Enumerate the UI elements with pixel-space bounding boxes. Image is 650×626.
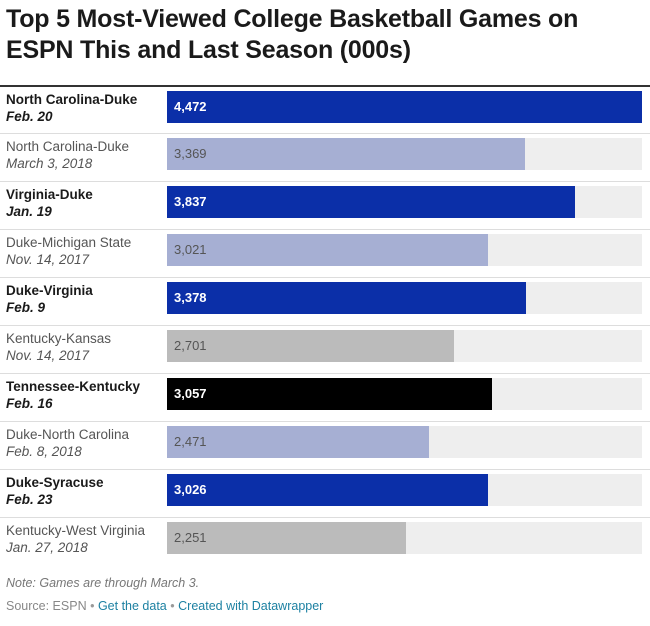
row-label: Duke-Syracuse Feb. 23 [6,474,166,508]
bar-track: 3,369 [167,138,642,170]
bar: 3,369 [167,138,525,170]
row-label: Virginia-Duke Jan. 19 [6,186,166,220]
bar-row: Kentucky-Kansas Nov. 14, 2017 2,701 [0,325,650,373]
bar-track: 3,837 [167,186,642,218]
game-name: Duke-Michigan State [6,235,132,250]
bar-rows: North Carolina-Duke Feb. 20 4,472 North Car… [0,85,650,565]
game-date: Jan. 27, 2018 [6,540,88,555]
bar: 2,701 [167,330,454,362]
bar-row: Duke-Michigan State Nov. 14, 2017 3,021 [0,229,650,277]
row-label: North Carolina-Duke Feb. 20 [6,91,166,125]
bar-track: 4,472 [167,91,642,123]
bar-track: 3,057 [167,378,642,410]
bar-row: Duke-Virginia Feb. 9 3,378 [0,277,650,325]
bar-track: 2,471 [167,426,642,458]
source-line: Source: ESPN • Get the data • Created wi… [6,599,323,613]
bar-track: 3,021 [167,234,642,266]
game-date: Jan. 19 [6,204,52,219]
bar-track: 2,701 [167,330,642,362]
game-name: North Carolina-Duke [6,92,138,107]
bar-row: Duke-North Carolina Feb. 8, 2018 2,471 [0,421,650,469]
bar-value-label: 2,471 [174,434,207,449]
row-label: Tennessee-Kentucky Feb. 16 [6,378,166,412]
game-date: March 3, 2018 [6,156,93,171]
game-date: Feb. 9 [6,300,46,315]
game-name: Duke-Virginia [6,283,93,298]
row-label: Kentucky-Kansas Nov. 14, 2017 [6,330,166,364]
bar-value-label: 3,378 [174,290,207,305]
bar-track: 3,026 [167,474,642,506]
game-date: Feb. 20 [6,109,53,124]
bar-value-label: 2,251 [174,530,207,545]
bar-value-label: 3,021 [174,242,207,257]
bar-row: Virginia-Duke Jan. 19 3,837 [0,181,650,229]
game-date: Nov. 14, 2017 [6,252,90,267]
bar: 4,472 [167,91,642,123]
bar: 3,378 [167,282,526,314]
bar: 2,471 [167,426,429,458]
bar-track: 2,251 [167,522,642,554]
bar-value-label: 3,837 [174,194,207,209]
datawrapper-link[interactable]: Created with Datawrapper [178,599,324,613]
bar: 3,026 [167,474,488,506]
bar: 3,021 [167,234,488,266]
game-name: Virginia-Duke [6,187,93,202]
game-date: Nov. 14, 2017 [6,348,90,363]
row-label: Duke-North Carolina Feb. 8, 2018 [6,426,166,460]
bar-row: North Carolina-Duke March 3, 2018 3,369 [0,133,650,181]
row-label: North Carolina-Duke March 3, 2018 [6,138,166,172]
bar-row: North Carolina-Duke Feb. 20 4,472 [0,85,650,133]
bar: 3,837 [167,186,575,218]
chart-note: Note: Games are through March 3. [6,576,200,590]
source-label: Source: ESPN [6,599,87,613]
bar-value-label: 3,057 [174,386,207,401]
game-name: Duke-Syracuse [6,475,104,490]
game-name: North Carolina-Duke [6,139,130,154]
bar: 2,251 [167,522,406,554]
game-date: Feb. 16 [6,396,53,411]
bar-value-label: 2,701 [174,338,207,353]
separator-dot: • [170,599,175,613]
bar: 3,057 [167,378,492,410]
separator-dot: • [90,599,95,613]
game-name: Kentucky-West Virginia [6,523,146,538]
bar-value-label: 3,369 [174,146,207,161]
game-name: Duke-North Carolina [6,427,130,442]
get-data-link[interactable]: Get the data [97,599,167,613]
bar-row: Kentucky-West Virginia Jan. 27, 2018 2,251 [0,517,650,565]
row-label: Kentucky-West Virginia Jan. 27, 2018 [6,522,166,556]
bar-row: Duke-Syracuse Feb. 23 3,026 [0,469,650,517]
game-name: Tennessee-Kentucky [6,379,141,394]
bar-track: 3,378 [167,282,642,314]
game-date: Feb. 8, 2018 [6,444,82,459]
chart-title: Top 5 Most-Viewed College Basketball Gam… [6,5,579,64]
row-label: Duke-Virginia Feb. 9 [6,282,166,316]
game-date: Feb. 23 [6,492,53,507]
bar-value-label: 4,472 [174,99,207,114]
bar-row: Tennessee-Kentucky Feb. 16 3,057 [0,373,650,421]
bar-value-label: 3,026 [174,482,207,497]
game-name: Kentucky-Kansas [6,331,112,346]
row-label: Duke-Michigan State Nov. 14, 2017 [6,234,166,268]
